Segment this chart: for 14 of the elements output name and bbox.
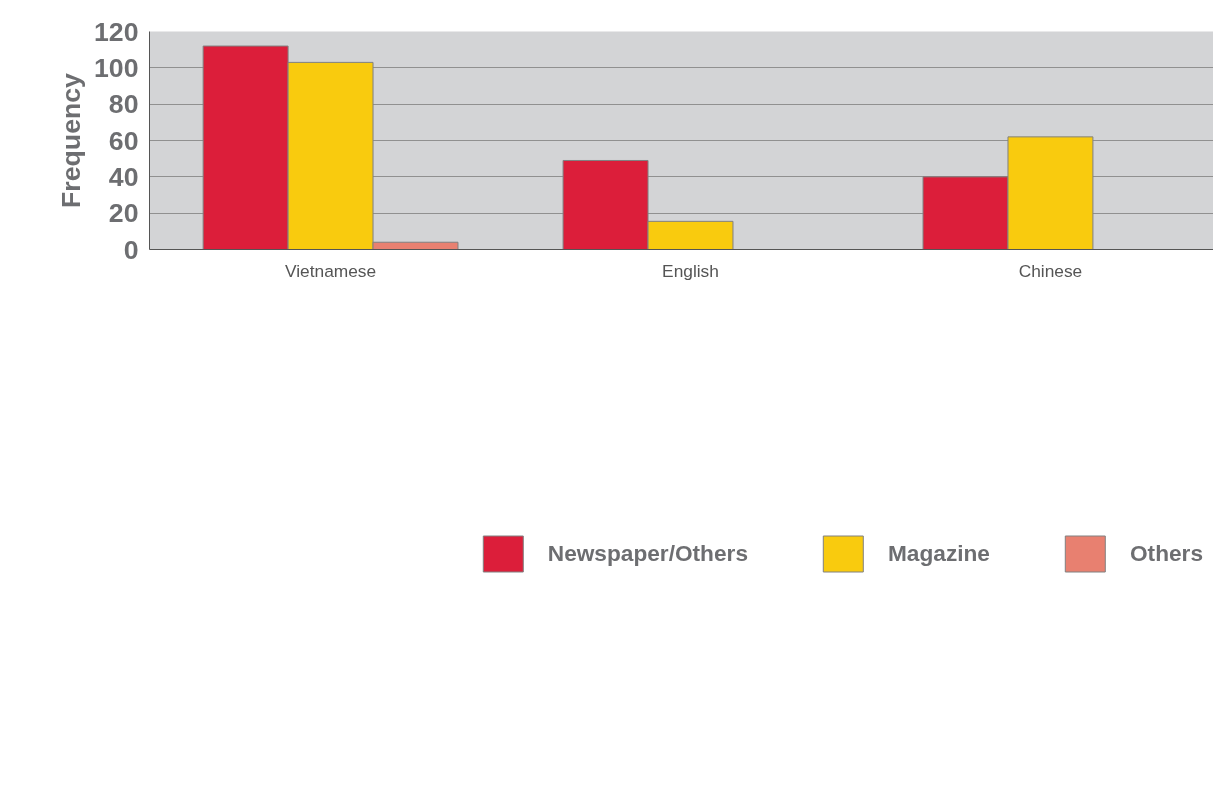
y-axis-title: Frequency (56, 72, 87, 208)
y-tick-label: 20 (108, 198, 139, 229)
x-tick-label: Chinese (1018, 260, 1083, 281)
x-tick-label: Vietnamese (284, 260, 377, 281)
legend-label: Others (1129, 539, 1203, 567)
y-tick-label: 60 (108, 125, 139, 156)
legend-label: Newspaper/Others (547, 539, 748, 567)
y-tick-label: 100 (94, 52, 139, 83)
y-tick-label: 40 (108, 161, 139, 192)
x-tick-label: English (662, 260, 719, 281)
y-tick-label: 120 (94, 16, 139, 47)
legend-label: Magazine (887, 539, 990, 567)
y-tick-label: 0 (123, 234, 139, 265)
y-tick-label: 80 (108, 89, 139, 120)
